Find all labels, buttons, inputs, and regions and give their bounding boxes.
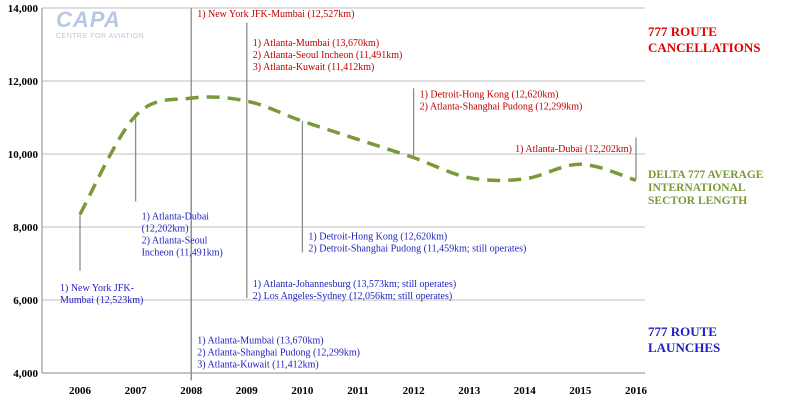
cancel-label-2016: 1) Atlanta-Dubai (12,202km) [515, 144, 632, 155]
x-tick-label: 2015 [569, 385, 592, 397]
logo-main-text: CAPA [56, 7, 121, 32]
legend-series-line-2: INTERNATIONAL [648, 182, 746, 194]
y-tick-label: 8,000 [13, 222, 38, 234]
y-tick-label: 12,000 [8, 76, 39, 88]
x-tick-label: 2009 [236, 385, 259, 397]
legend: 777 ROUTE CANCELLATIONS DELTA 777 AVERAG… [648, 24, 764, 355]
x-tick-label: 2014 [514, 385, 537, 397]
cancel-label-2009: 1) Atlanta-Mumbai (13,670km) 2) Atlanta-S… [253, 38, 403, 73]
x-tick-label: 2013 [458, 385, 481, 397]
axes: 4,000 6,000 8,000 10,000 12,000 14,000 2006 200… [8, 3, 648, 397]
x-tick-label: 2016 [625, 385, 648, 397]
cancel-label-2008: 1) New York JFK-Mumbai (12,527km) [197, 9, 354, 20]
legend-series-line-1: DELTA 777 AVERAGE [648, 169, 764, 181]
legend-launches-line-1: 777 ROUTE [648, 324, 717, 339]
annotation-labels: 1) New York JFK-Mumbai (12,527km) 1) Atla… [60, 9, 632, 371]
launch-label-2006: 1) New York JFK-Mumbai (12,523km) [60, 283, 143, 306]
y-tick-label: 6,000 [13, 295, 38, 307]
launch-label-2009: 1) Atlanta-Johannesburg (13,573km; still… [253, 279, 456, 302]
y-tick-label: 10,000 [8, 149, 39, 161]
x-tick-label: 2010 [291, 385, 314, 397]
launch-label-2007: 1) Atlanta-Dubai (12,202km) 2) Atlanta-Seo… [142, 212, 223, 259]
x-tick-label: 2008 [180, 385, 203, 397]
series [78, 95, 637, 216]
series-line [78, 95, 637, 216]
cancel-label-2012: 1) Detroit-Hong Kong (12,620km) 2) Atlant… [420, 89, 583, 112]
capa-logo: CAPA CENTRE FOR AVIATION [56, 7, 144, 40]
x-tick-label: 2011 [347, 385, 368, 397]
legend-series-line-3: SECTOR LENGTH [648, 195, 747, 207]
y-tick-label: 4,000 [13, 368, 38, 380]
legend-launches-line-2: LAUNCHES [648, 340, 720, 355]
x-tick-label: 2006 [69, 385, 92, 397]
legend-cancellations-line-2: CANCELLATIONS [648, 40, 760, 55]
launch-label-2010: 1) Detroit-Hong Kong (12,620km) 2) Detroi… [308, 232, 526, 255]
x-tick-label: 2007 [125, 385, 148, 397]
x-tick-label: 2012 [403, 385, 426, 397]
y-tick-label: 14,000 [8, 3, 39, 15]
launch-label-2008: 1) Atlanta-Mumbai (13,670km) 2) Atlanta-S… [197, 336, 360, 371]
logo-sub-text: CENTRE FOR AVIATION [56, 33, 144, 40]
legend-cancellations-line-1: 777 ROUTE [648, 24, 717, 39]
annotation-lines [79, 8, 637, 381]
